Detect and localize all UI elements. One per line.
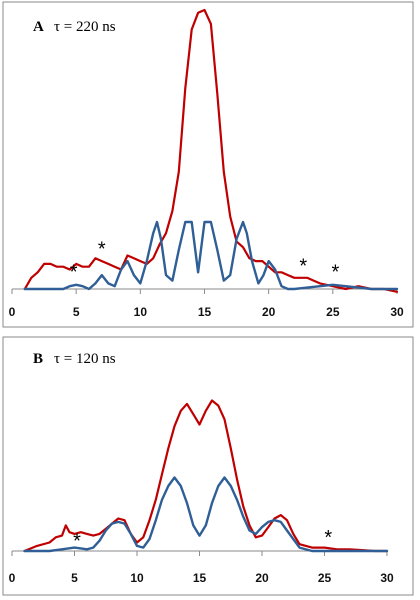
panel-label: τ = 120 ns [54,351,116,367]
asterisk-annotation: * [324,527,332,549]
measured-line [23,399,389,553]
asterisk-annotation: * [299,255,307,277]
x-tick-label: 5 [71,571,78,585]
x-tick-label: 0 [9,305,16,319]
x-tick-label: 0 [9,571,16,585]
panel-label: τ = 220 ns [54,19,116,35]
asterisk-annotation: * [332,262,340,284]
asterisk-annotation: * [73,531,81,553]
x-tick-label: 30 [380,571,394,585]
panel-b: 0 5 10 15 20 25 30 * * B τ = 120 ns [2,336,414,596]
x-tick-label: 15 [193,571,207,585]
asterisk-annotation: * [70,262,78,284]
asterisk-annotation: * [98,239,106,261]
x-tick-label: 20 [262,305,276,319]
x-tick-label: 25 [326,305,340,319]
panel-a: 0 5 10 15 20 25 30 * * * * A τ = 220 ns [2,1,414,328]
x-tick-label: 5 [73,305,80,319]
x-tick-label: 15 [198,305,212,319]
x-tick-label: 30 [390,305,404,319]
panel-frame [2,1,414,328]
x-tick-label: 25 [318,571,332,585]
panel-frame [2,336,414,596]
x-tick-label: 10 [130,571,144,585]
measured-line [23,8,399,293]
panel-letter: B [33,351,43,367]
simulated-line [23,476,389,553]
panel-letter: A [33,19,44,35]
x-tick-label: 20 [255,571,269,585]
simulated-line [23,220,399,291]
x-tick-label: 10 [134,305,148,319]
